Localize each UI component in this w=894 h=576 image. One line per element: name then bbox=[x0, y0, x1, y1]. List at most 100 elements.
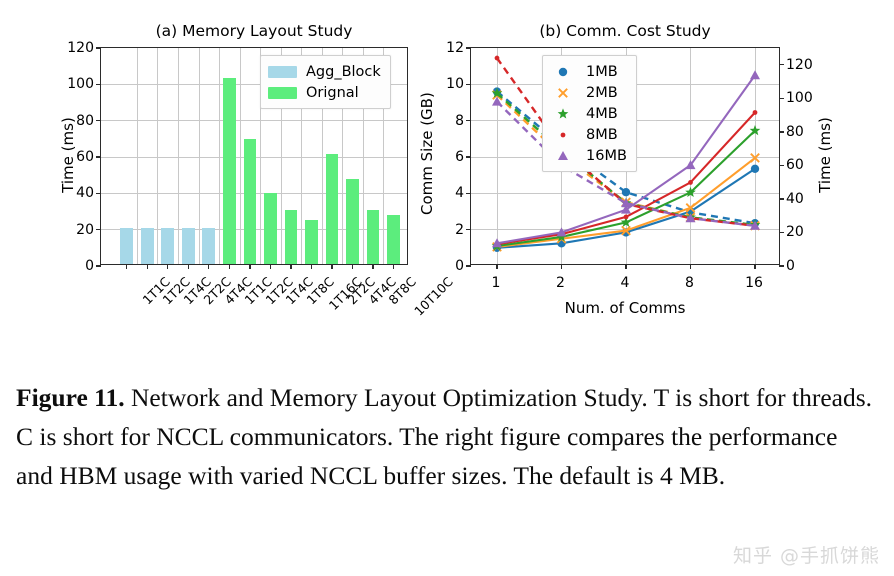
chart-b-right-y-tick bbox=[779, 131, 784, 133]
chart-b-right-y-tick-label: 60 bbox=[786, 157, 804, 174]
chart-b-y-tick-label: 6 bbox=[455, 149, 464, 165]
chart-a-x-tick bbox=[331, 264, 333, 269]
chart-a-bar bbox=[387, 214, 400, 264]
chart-b-right-y-tick bbox=[779, 164, 784, 167]
chart-b-right-y-tick-label: 20 bbox=[786, 224, 804, 241]
chart-b-marker bbox=[621, 188, 631, 197]
legend-marker-icon bbox=[558, 150, 568, 160]
chart-b-marker bbox=[752, 110, 758, 115]
chart-b-marker bbox=[623, 214, 629, 220]
legend-marker-2mb bbox=[550, 85, 576, 101]
chart-b-y-tick bbox=[466, 228, 471, 231]
figure-area: (a) Memory Layout Study 0 20 40 60 80 100 120 … bbox=[59, 22, 834, 319]
chart-b-time-line bbox=[496, 90, 756, 225]
chart-b-gridline-v bbox=[690, 48, 691, 264]
legend-swatch-orignal bbox=[268, 86, 297, 99]
legend-item: 16MB bbox=[550, 145, 627, 166]
chart-a-x-tick bbox=[392, 264, 395, 269]
chart-b-right-y-tick bbox=[779, 64, 784, 66]
chart-a-gridline-v bbox=[198, 48, 200, 264]
chart-a-title: (a) Memory Layout Study bbox=[155, 22, 353, 40]
chart-b-right-y-tick bbox=[779, 97, 784, 99]
chart-b-y-tick bbox=[466, 47, 471, 49]
chart-a-bar bbox=[161, 227, 175, 264]
legend-marker-icon bbox=[560, 132, 566, 137]
legend-label: 16MB bbox=[586, 147, 627, 164]
chart-b-marker bbox=[620, 216, 632, 227]
chart-a-x-tick bbox=[310, 264, 313, 269]
chart-a-gridline-v bbox=[178, 48, 179, 264]
chart-b-marker bbox=[688, 180, 693, 185]
chart-b-y-tick-label: 0 bbox=[455, 258, 464, 274]
chart-a-gridline-v bbox=[383, 48, 385, 264]
chart-a-y-tick-label: 80 bbox=[76, 112, 94, 129]
chart-a-gridline-v bbox=[239, 48, 241, 264]
legend-marker-icon bbox=[558, 87, 568, 98]
chart-b-marker bbox=[685, 186, 696, 197]
chart-b-marker bbox=[558, 67, 568, 76]
chart-a-gridline-v bbox=[301, 48, 303, 264]
chart-a-gridline-v bbox=[280, 48, 282, 264]
chart-b-y-tick-label: 10 bbox=[446, 76, 464, 93]
chart-b-y-tick-label: 2 bbox=[455, 221, 464, 238]
legend-label: Agg_Block bbox=[306, 63, 381, 80]
chart-a-bar bbox=[140, 227, 154, 264]
chart-b-marker bbox=[685, 213, 696, 223]
chart-b-marker bbox=[558, 87, 568, 98]
chart-b-marker bbox=[558, 150, 568, 160]
chart-a-y-tick bbox=[96, 228, 101, 231]
chart-a-y-tick-label: 40 bbox=[76, 185, 94, 202]
chart-b-marker bbox=[621, 225, 631, 236]
chart-b-y-tick bbox=[466, 119, 471, 122]
chart-b-x-tick-label: 8 bbox=[685, 275, 694, 291]
chart-b-marker bbox=[750, 70, 760, 80]
chart-b-x-tick bbox=[496, 264, 498, 269]
chart-a-bar bbox=[264, 193, 277, 264]
legend-item: 8MB bbox=[550, 124, 627, 145]
chart-b-y-tick bbox=[466, 192, 471, 195]
chart-b-x-tick bbox=[625, 264, 627, 269]
chart-b-right-y-tick-label: 0 bbox=[786, 258, 795, 274]
legend-item: 4MB bbox=[550, 103, 627, 124]
figure-caption-text: Network and Memory Layout Optimization S… bbox=[16, 383, 873, 490]
chart-a-y-tick bbox=[96, 83, 101, 86]
chart-a-x-tick bbox=[372, 264, 374, 269]
chart-b-marker bbox=[556, 227, 567, 237]
chart-a-gridline-v bbox=[219, 48, 221, 264]
chart-a-bar bbox=[243, 138, 257, 264]
legend-label: 2MB bbox=[586, 84, 618, 101]
chart-b-x-tick bbox=[754, 264, 756, 269]
chart-b-marker bbox=[685, 160, 696, 170]
chart-b-gridline-v bbox=[754, 48, 756, 264]
chart-b-y-tick-label: 8 bbox=[455, 112, 464, 129]
chart-b-x-axis-label: Num. of Comms bbox=[564, 299, 686, 317]
chart-a-x-tick bbox=[249, 264, 251, 269]
chart-a-y-tick-label: 100 bbox=[67, 76, 94, 93]
legend-item: Agg_Block bbox=[268, 61, 381, 82]
legend-swatch-agg_block bbox=[268, 65, 297, 78]
chart-b-gridline-v bbox=[496, 48, 498, 264]
chart-b-marker bbox=[750, 153, 760, 163]
chart-a-gridline-v bbox=[136, 48, 138, 264]
legend-marker-icon bbox=[557, 107, 569, 119]
chart-b-marker bbox=[621, 198, 631, 208]
chart-a-x-tick bbox=[351, 264, 354, 269]
legend-marker-1mb bbox=[550, 64, 576, 80]
chart-a-x-tick bbox=[187, 264, 189, 269]
chart-b-marker bbox=[492, 238, 502, 248]
chart-b-x-tick bbox=[560, 264, 563, 269]
chart-a-bar bbox=[325, 154, 339, 264]
chart-a-bar bbox=[120, 227, 134, 264]
chart-a-bar bbox=[202, 227, 216, 264]
chart-a-bar bbox=[346, 178, 359, 264]
chart-b-marker bbox=[685, 202, 696, 213]
chart-a-gridline-h bbox=[101, 83, 407, 85]
chart-b-marker bbox=[557, 107, 569, 119]
chart-b-marker bbox=[750, 164, 760, 174]
legend-label: 4MB bbox=[586, 105, 618, 122]
figure-caption-label: Figure 11. bbox=[16, 383, 125, 412]
chart-b-x-tick-label: 2 bbox=[556, 275, 565, 291]
chart-b-marker bbox=[750, 220, 760, 230]
chart-a-x-tick bbox=[228, 264, 231, 269]
chart-b-marker bbox=[621, 204, 631, 214]
